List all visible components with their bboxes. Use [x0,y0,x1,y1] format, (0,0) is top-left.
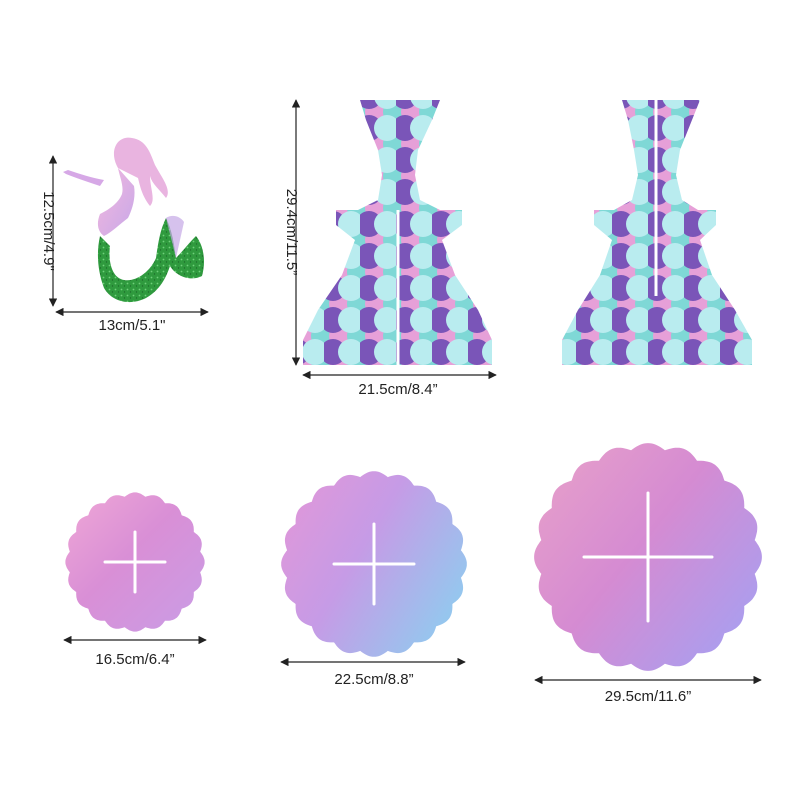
tray-medium-width-label: 22.5cm/8.8” [334,671,413,688]
tray-large-width-label: 29.5cm/11.6” [605,688,691,705]
stand-frame-front [303,100,492,365]
stand-frame-back [562,100,752,365]
mermaid-tail [97,218,204,303]
mermaid-body [97,168,135,236]
tray-small-width-label: 16.5cm/6.4” [95,651,174,668]
stand-width-label: 21.5cm/8.4” [358,381,437,398]
stand-height-label: 29.4cm/11.5” [283,189,300,275]
mermaid-topper [63,137,204,303]
tray-small [65,492,205,632]
mermaid-width-label: 13cm/5.1" [98,317,165,334]
mermaid-height-label: 12.5cm/4.9" [40,191,57,271]
tray-large [534,443,762,671]
mermaid-hair [113,137,168,206]
tray-medium [281,471,467,657]
